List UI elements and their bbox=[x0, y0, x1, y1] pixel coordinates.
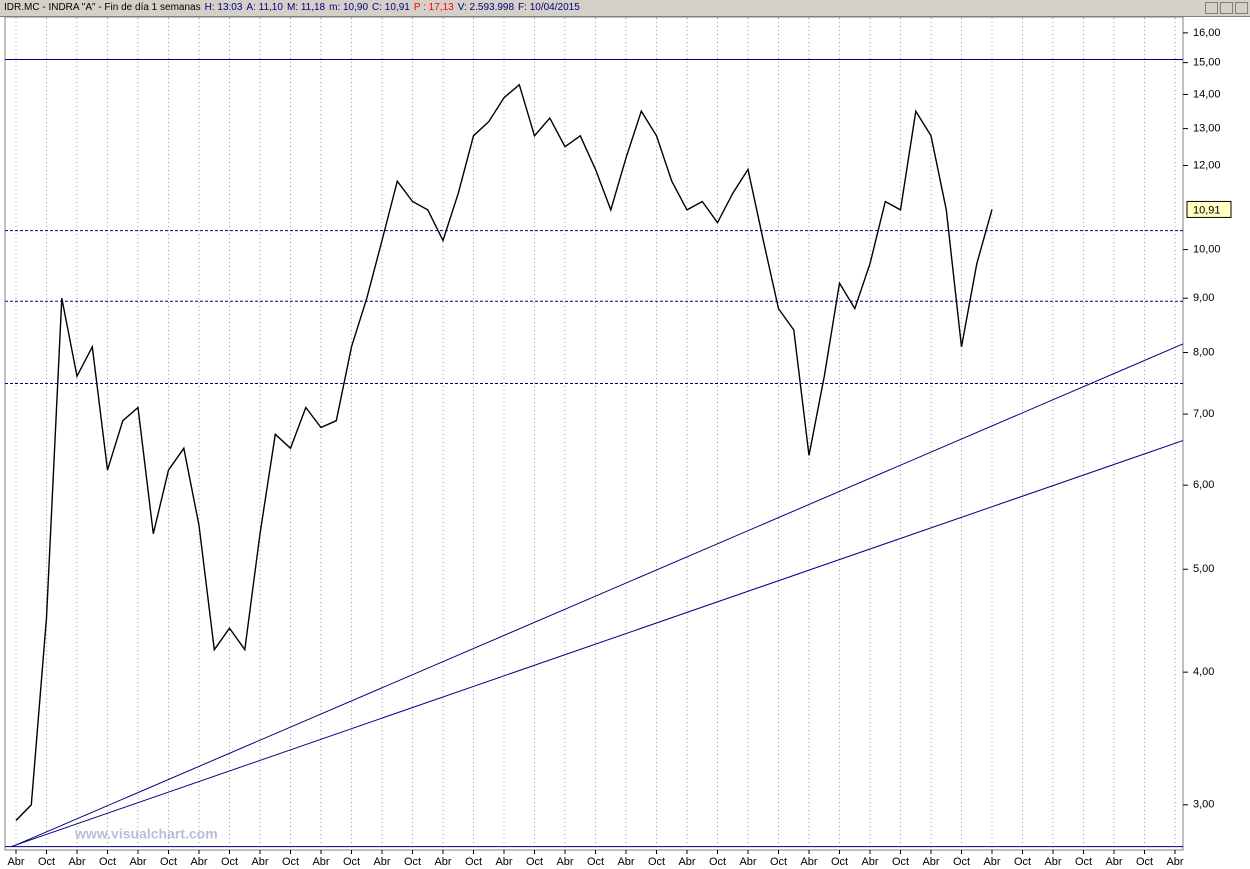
x-tick-label: Oct bbox=[587, 856, 604, 868]
header-field: IDR.MC - INDRA "A" - Fin de día 1 semana… bbox=[4, 2, 201, 13]
header-field: H: 13:03 bbox=[204, 2, 243, 13]
y-tick-label: 9,00 bbox=[1193, 292, 1214, 304]
x-tick-label: Oct bbox=[526, 856, 543, 868]
x-tick-label: Oct bbox=[770, 856, 787, 868]
x-tick-label: Oct bbox=[465, 856, 482, 868]
x-tick-label: Abr bbox=[251, 856, 268, 868]
y-tick-label: 14,00 bbox=[1193, 88, 1221, 100]
y-tick-label: 13,00 bbox=[1193, 123, 1221, 135]
x-tick-label: Abr bbox=[556, 856, 573, 868]
y-tick-label: 4,00 bbox=[1193, 666, 1214, 678]
header-field: V: 2.593.998 bbox=[457, 2, 515, 13]
y-tick-label: 15,00 bbox=[1193, 57, 1221, 69]
x-tick-label: Abr bbox=[495, 856, 512, 868]
x-tick-label: Abr bbox=[739, 856, 756, 868]
x-tick-label: Abr bbox=[129, 856, 146, 868]
x-tick-label: Oct bbox=[160, 856, 177, 868]
x-tick-label: Oct bbox=[1075, 856, 1092, 868]
x-tick-label: Oct bbox=[831, 856, 848, 868]
x-tick-label: Abr bbox=[678, 856, 695, 868]
y-tick-label: 16,00 bbox=[1193, 27, 1221, 39]
y-tick-label: 10,00 bbox=[1193, 244, 1221, 256]
y-tick-label: 3,00 bbox=[1193, 799, 1214, 811]
x-tick-label: Oct bbox=[282, 856, 299, 868]
header-bar: IDR.MC - INDRA "A" - Fin de día 1 semana… bbox=[0, 0, 1250, 17]
watermark: www.visualchart.com bbox=[74, 826, 218, 842]
x-tick-label: Oct bbox=[648, 856, 665, 868]
header-field: m: 10,90 bbox=[329, 2, 369, 13]
x-tick-label: Abr bbox=[1105, 856, 1122, 868]
x-tick-label: Abr bbox=[1044, 856, 1061, 868]
header-field: F: 10/04/2015 bbox=[518, 2, 580, 13]
x-tick-label: Oct bbox=[38, 856, 55, 868]
x-tick-label: Abr bbox=[190, 856, 207, 868]
x-tick-label: Abr bbox=[922, 856, 939, 868]
y-tick-label: 5,00 bbox=[1193, 563, 1214, 575]
last-value-label: 10,91 bbox=[1193, 204, 1221, 216]
header-field: M: 11,18 bbox=[286, 2, 326, 13]
x-tick-label: Abr bbox=[1166, 856, 1183, 868]
header-field: C: 10,91 bbox=[372, 2, 410, 13]
header-field: P : 17,13 bbox=[413, 2, 454, 13]
x-tick-label: Abr bbox=[7, 856, 24, 868]
x-tick-label: Oct bbox=[404, 856, 421, 868]
x-tick-label: Abr bbox=[434, 856, 451, 868]
y-tick-label: 12,00 bbox=[1193, 159, 1221, 171]
x-tick-label: Abr bbox=[312, 856, 329, 868]
x-tick-label: Oct bbox=[99, 856, 116, 868]
x-tick-label: Oct bbox=[343, 856, 360, 868]
x-tick-label: Abr bbox=[373, 856, 390, 868]
plot-frame bbox=[4, 16, 1184, 851]
x-tick-label: Oct bbox=[709, 856, 726, 868]
close-button[interactable] bbox=[1235, 2, 1248, 14]
y-tick-label: 8,00 bbox=[1193, 346, 1214, 358]
trend-line bbox=[11, 343, 1184, 848]
x-tick-label: Oct bbox=[1014, 856, 1031, 868]
x-tick-label: Oct bbox=[221, 856, 238, 868]
x-tick-label: Oct bbox=[1136, 856, 1153, 868]
x-tick-label: Abr bbox=[68, 856, 85, 868]
x-tick-label: Abr bbox=[617, 856, 634, 868]
header-field: A: 11,10 bbox=[246, 2, 283, 13]
trend-line bbox=[11, 440, 1184, 847]
minimize-button[interactable] bbox=[1205, 2, 1218, 14]
price-line bbox=[15, 83, 993, 821]
y-tick-label: 7,00 bbox=[1193, 408, 1214, 420]
last-value-box bbox=[1186, 200, 1232, 218]
x-tick-label: Oct bbox=[953, 856, 970, 868]
y-tick-label: 6,00 bbox=[1193, 479, 1214, 491]
x-tick-label: Abr bbox=[861, 856, 878, 868]
x-tick-label: Oct bbox=[892, 856, 909, 868]
maximize-button[interactable] bbox=[1220, 2, 1233, 14]
x-tick-label: Abr bbox=[800, 856, 817, 868]
x-tick-label: Abr bbox=[983, 856, 1000, 868]
